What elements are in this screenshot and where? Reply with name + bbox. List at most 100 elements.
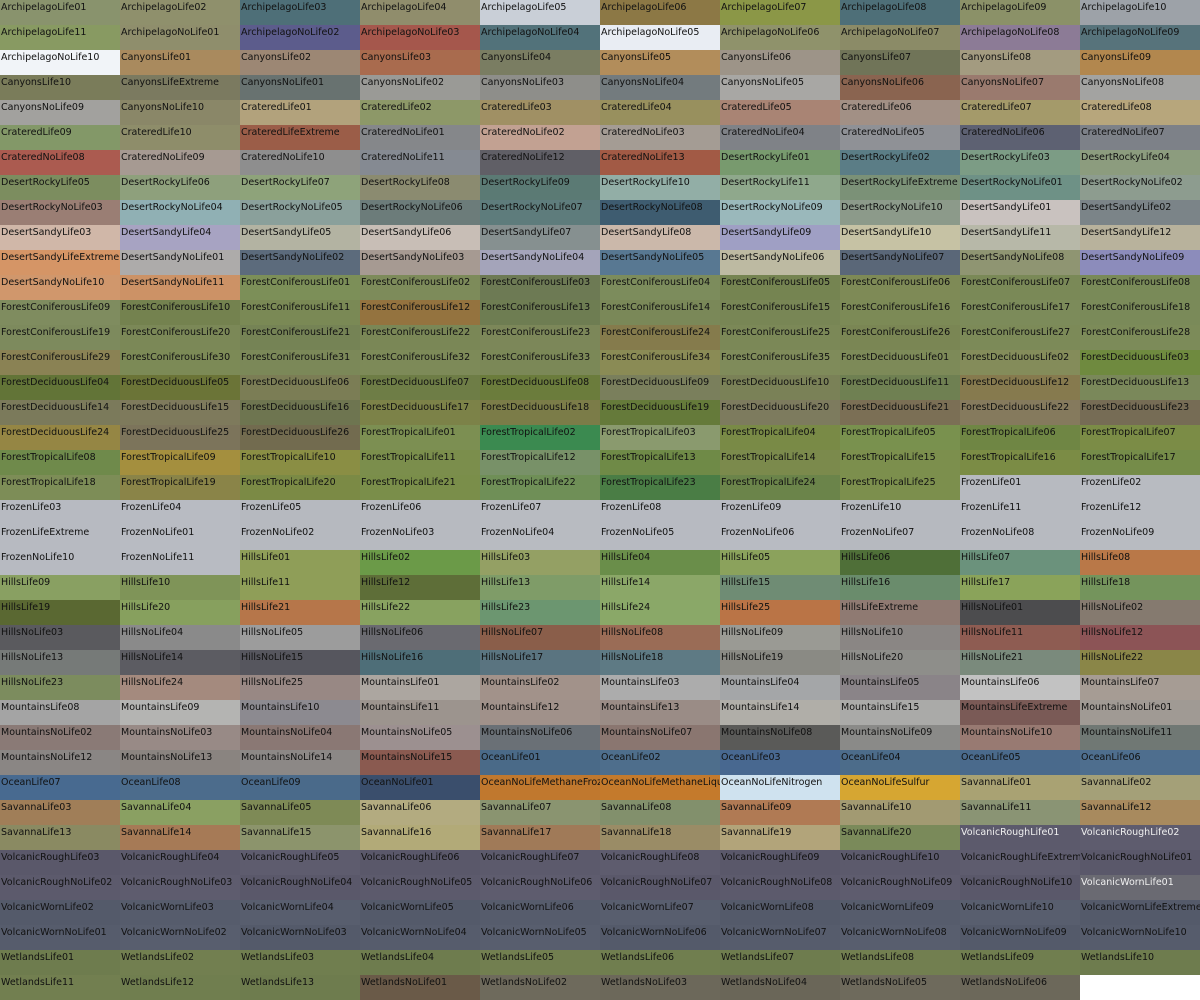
- color-swatch: ForestDeciduousLife24: [0, 425, 120, 450]
- color-swatch: ArchipelagoLife02: [120, 0, 240, 25]
- color-swatch: DesertSandyNoLife05: [600, 250, 720, 275]
- color-swatch: OceanLife07: [0, 775, 120, 800]
- color-swatch: HillsLife01: [240, 550, 360, 575]
- swatch-label: DesertSandyLife11: [961, 227, 1052, 238]
- swatch-label: MountainsLife01: [361, 677, 440, 688]
- color-swatch: ForestTropicalLife09: [120, 450, 240, 475]
- color-swatch: WetlandsLife06: [600, 950, 720, 975]
- color-swatch: DesertSandyNoLife03: [360, 250, 480, 275]
- color-swatch: DesertRockyLife05: [0, 175, 120, 200]
- swatch-label: MountainsLife10: [241, 702, 320, 713]
- color-swatch: ForestConiferousLife28: [1080, 325, 1200, 350]
- color-swatch: DesertSandyNoLife07: [840, 250, 960, 275]
- swatch-label: DesertRockyNoLife07: [481, 202, 583, 213]
- color-swatch: MountainsLife03: [600, 675, 720, 700]
- swatch-label: CrateredNoLife05: [841, 127, 925, 138]
- swatch-label: MountainsNoLife13: [121, 752, 213, 763]
- color-swatch: ForestDeciduousLife11: [840, 375, 960, 400]
- swatch-label: CrateredLife09: [1, 127, 72, 138]
- swatch-label: VolcanicWornLife06: [481, 902, 574, 913]
- color-swatch: WetlandsLife05: [480, 950, 600, 975]
- color-swatch: ForestConiferousLife05: [720, 275, 840, 300]
- color-swatch: DesertRockyLife03: [960, 150, 1080, 175]
- swatch-label: CanyonsNoLife09: [1, 102, 85, 113]
- color-swatch: MountainsNoLife07: [600, 725, 720, 750]
- color-swatch: FrozenLifeExtreme: [0, 525, 120, 550]
- swatch-label: MountainsLife07: [1081, 677, 1160, 688]
- color-swatch: OceanLife02: [600, 750, 720, 775]
- swatch-label: CrateredLife04: [601, 102, 672, 113]
- swatch-label: ForestTropicalLife09: [121, 452, 216, 463]
- color-swatch: DesertSandyNoLife08: [960, 250, 1080, 275]
- swatch-label: ArchipelagoLife06: [601, 2, 687, 13]
- swatch-label: DesertRockyLifeExtreme: [841, 177, 958, 188]
- swatch-label: HillsNoLife12: [1081, 627, 1144, 638]
- swatch-label: DesertSandyLife02: [1081, 202, 1172, 213]
- swatch-label: CanyonsLifeExtreme: [121, 77, 219, 88]
- swatch-label: ForestTropicalLife13: [601, 452, 696, 463]
- swatch-label: FrozenNoLife08: [961, 527, 1035, 538]
- swatch-label: HillsLife05: [721, 552, 771, 563]
- color-swatch: MountainsNoLife10: [960, 725, 1080, 750]
- color-swatch: ForestTropicalLife18: [0, 475, 120, 500]
- color-swatch: CrateredLife02: [360, 100, 480, 125]
- color-swatch: ArchipelagoLife11: [0, 25, 120, 50]
- swatch-label: ForestConiferousLife13: [481, 302, 591, 313]
- swatch-label: HillsLife04: [601, 552, 651, 563]
- swatch-label: DesertSandyNoLife08: [961, 252, 1065, 263]
- swatch-label: DesertRockyNoLife06: [361, 202, 463, 213]
- color-swatch: SavannaLife06: [360, 800, 480, 825]
- color-swatch: VolcanicRoughNoLife09: [840, 875, 960, 900]
- color-swatch: SavannaLife08: [600, 800, 720, 825]
- color-swatch: DesertSandyNoLife06: [720, 250, 840, 275]
- color-swatch: ArchipelagoNoLife07: [840, 25, 960, 50]
- swatch-label: ForestTropicalLife25: [841, 477, 936, 488]
- swatch-label: CanyonsLife02: [241, 52, 312, 63]
- swatch-label: HillsNoLife02: [1081, 602, 1144, 613]
- swatch-label: FrozenNoLife07: [841, 527, 915, 538]
- swatch-label: ForestConiferousLife02: [361, 277, 471, 288]
- swatch-label: ForestDeciduousLife02: [961, 352, 1070, 363]
- color-swatch: VolcanicWornNoLife02: [120, 925, 240, 950]
- color-swatch: CrateredNoLife02: [480, 125, 600, 150]
- swatch-label: VolcanicWornLife10: [961, 902, 1054, 913]
- swatch-label: ForestTropicalLife03: [601, 427, 696, 438]
- color-swatch: ForestTropicalLife20: [240, 475, 360, 500]
- swatch-label: FrozenLife01: [961, 477, 1022, 488]
- swatch-label: MountainsLife02: [481, 677, 560, 688]
- swatch-label: ForestDeciduousLife12: [961, 377, 1070, 388]
- color-swatch: WetlandsNoLife03: [600, 975, 720, 1000]
- swatch-label: HillsLifeExtreme: [841, 602, 919, 613]
- swatch-label: CrateredNoLife09: [121, 152, 205, 163]
- swatch-label: CanyonsLife08: [961, 52, 1032, 63]
- color-swatch: VolcanicWornLife04: [240, 900, 360, 925]
- swatch-label: ForestConiferousLife24: [601, 327, 711, 338]
- color-swatch: ForestConiferousLife17: [960, 300, 1080, 325]
- swatch-label: FrozenNoLife05: [601, 527, 675, 538]
- swatch-label: CrateredLifeExtreme: [241, 127, 340, 138]
- swatch-label: VolcanicRoughNoLife10: [961, 877, 1073, 888]
- swatch-label: CanyonsNoLife06: [841, 77, 925, 88]
- swatch-label: MountainsLife12: [481, 702, 560, 713]
- color-swatch: CanyonsLife04: [480, 50, 600, 75]
- color-swatch: ForestDeciduousLife15: [120, 400, 240, 425]
- swatch-label: ForestDeciduousLife13: [1081, 377, 1190, 388]
- color-swatch: DesertSandyLife06: [360, 225, 480, 250]
- swatch-label: ForestConiferousLife03: [481, 277, 591, 288]
- color-swatch: DesertSandyLifeExtreme: [0, 250, 120, 275]
- color-swatch: CrateredLife09: [0, 125, 120, 150]
- color-swatch: OceanLife04: [840, 750, 960, 775]
- swatch-label: CrateredNoLife03: [601, 127, 685, 138]
- swatch-label: DesertRockyLife01: [721, 152, 810, 163]
- swatch-label: VolcanicRoughNoLife02: [1, 877, 113, 888]
- color-swatch: ForestConiferousLife26: [840, 325, 960, 350]
- swatch-label: MountainsLife09: [121, 702, 200, 713]
- color-swatch: OceanNoLifeSulfur: [840, 775, 960, 800]
- swatch-label: MountainsLife03: [601, 677, 680, 688]
- swatch-label: DesertSandyLife03: [1, 227, 92, 238]
- swatch-label: VolcanicRoughLife03: [1, 852, 100, 863]
- color-swatch: VolcanicRoughNoLife06: [480, 875, 600, 900]
- swatch-label: ForestConiferousLife35: [721, 352, 831, 363]
- color-swatch: ForestDeciduousLife13: [1080, 375, 1200, 400]
- color-swatch: ArchipelagoNoLife02: [240, 25, 360, 50]
